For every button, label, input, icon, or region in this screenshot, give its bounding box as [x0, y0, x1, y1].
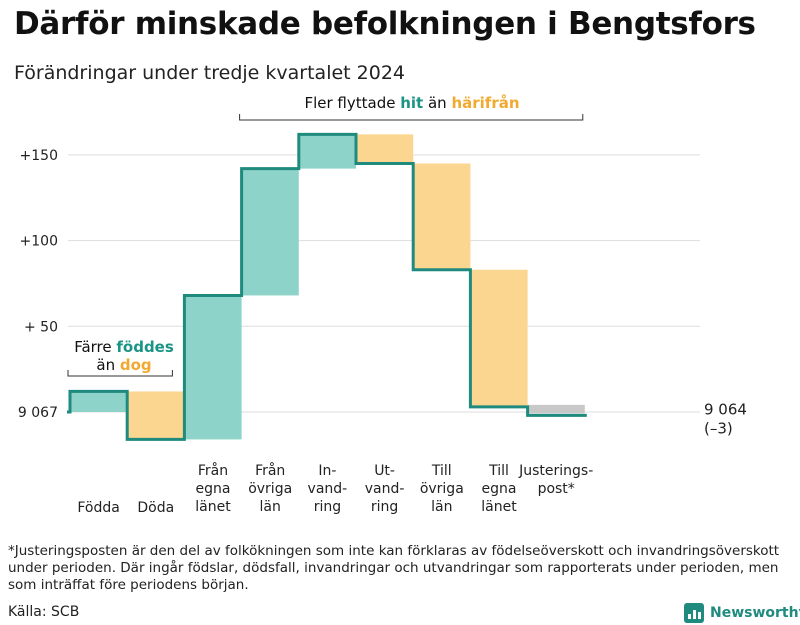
waterfall-bar	[470, 269, 528, 407]
annotation-text: än	[96, 356, 119, 374]
annotation-text: än	[423, 94, 451, 112]
end-change-label: (–3)	[704, 419, 733, 437]
category-label: övriga	[248, 481, 292, 497]
waterfall-bar	[127, 391, 185, 440]
end-value-label: 9 064	[704, 400, 747, 418]
category-label: Från	[198, 462, 228, 479]
brand-logo[interactable]: Newsworthy	[684, 603, 800, 623]
annotation-text: Fler flyttade	[304, 94, 400, 112]
annotation-harifran-highlight: härifrån	[451, 94, 519, 112]
category-label: Ut-	[374, 463, 395, 479]
annotation-than-died: än dog	[96, 356, 151, 374]
annotation-born-highlight: föddes	[116, 338, 173, 356]
cumulative-line	[67, 132, 587, 441]
category-label: övriga	[420, 481, 464, 497]
category-label: ring	[371, 499, 398, 515]
category-label: Justerings-	[518, 463, 593, 479]
y-tick-label: + 50	[24, 319, 58, 335]
waterfall-bar	[241, 168, 299, 296]
chart-title: Därför minskade befolkningen i Bengtsfor…	[14, 6, 756, 42]
category-label: egna	[482, 481, 517, 497]
waterfall-bar	[527, 404, 585, 414]
category-label: länet	[195, 499, 231, 515]
waterfall-bar	[298, 134, 356, 169]
waterfall-bar	[70, 391, 128, 412]
top-bracket	[239, 114, 584, 121]
annotation-fewer-born: Färre föddes	[74, 338, 174, 356]
left-bracket	[67, 370, 173, 377]
newsworthy-logo-icon	[684, 603, 704, 623]
waterfall-bar	[184, 295, 242, 440]
waterfall-bar	[413, 163, 471, 270]
category-label: länet	[481, 499, 517, 515]
waterfall-chart: +150 +100 + 50 9 067 Födda Döda Från egna länet F…	[18, 94, 747, 516]
annotation-text: Färre	[74, 338, 116, 356]
category-label: In-	[318, 463, 336, 479]
category-label: Födda	[77, 500, 119, 516]
category-label: vand-	[308, 481, 348, 497]
category-label: Från	[255, 462, 285, 479]
brand-name: Newsworthy	[710, 605, 800, 621]
annotation-more-moved-here: Fler flyttade hit än härifrån	[304, 94, 519, 112]
annotation-died-highlight: dog	[120, 356, 152, 374]
annotation-hit-highlight: hit	[400, 94, 423, 112]
category-label: ring	[314, 499, 341, 515]
category-label: län	[260, 499, 281, 515]
category-label: post*	[538, 481, 575, 497]
category-label: Till	[431, 463, 452, 479]
category-label: Till	[488, 463, 509, 479]
waterfall-bar	[356, 134, 414, 164]
footnote: *Justeringsposten är den del av folkökni…	[8, 543, 780, 593]
source-label: Källa: SCB	[8, 604, 80, 620]
chart-subtitle: Förändringar under tredje kvartalet 2024	[14, 62, 406, 84]
category-label: Döda	[137, 500, 174, 516]
y-tick-label: 9 067	[18, 405, 58, 421]
category-label: län	[431, 499, 452, 515]
y-tick-label: +100	[20, 234, 58, 250]
category-label: vand-	[365, 481, 405, 497]
category-label: egna	[196, 481, 231, 497]
y-tick-label: +150	[20, 148, 58, 164]
